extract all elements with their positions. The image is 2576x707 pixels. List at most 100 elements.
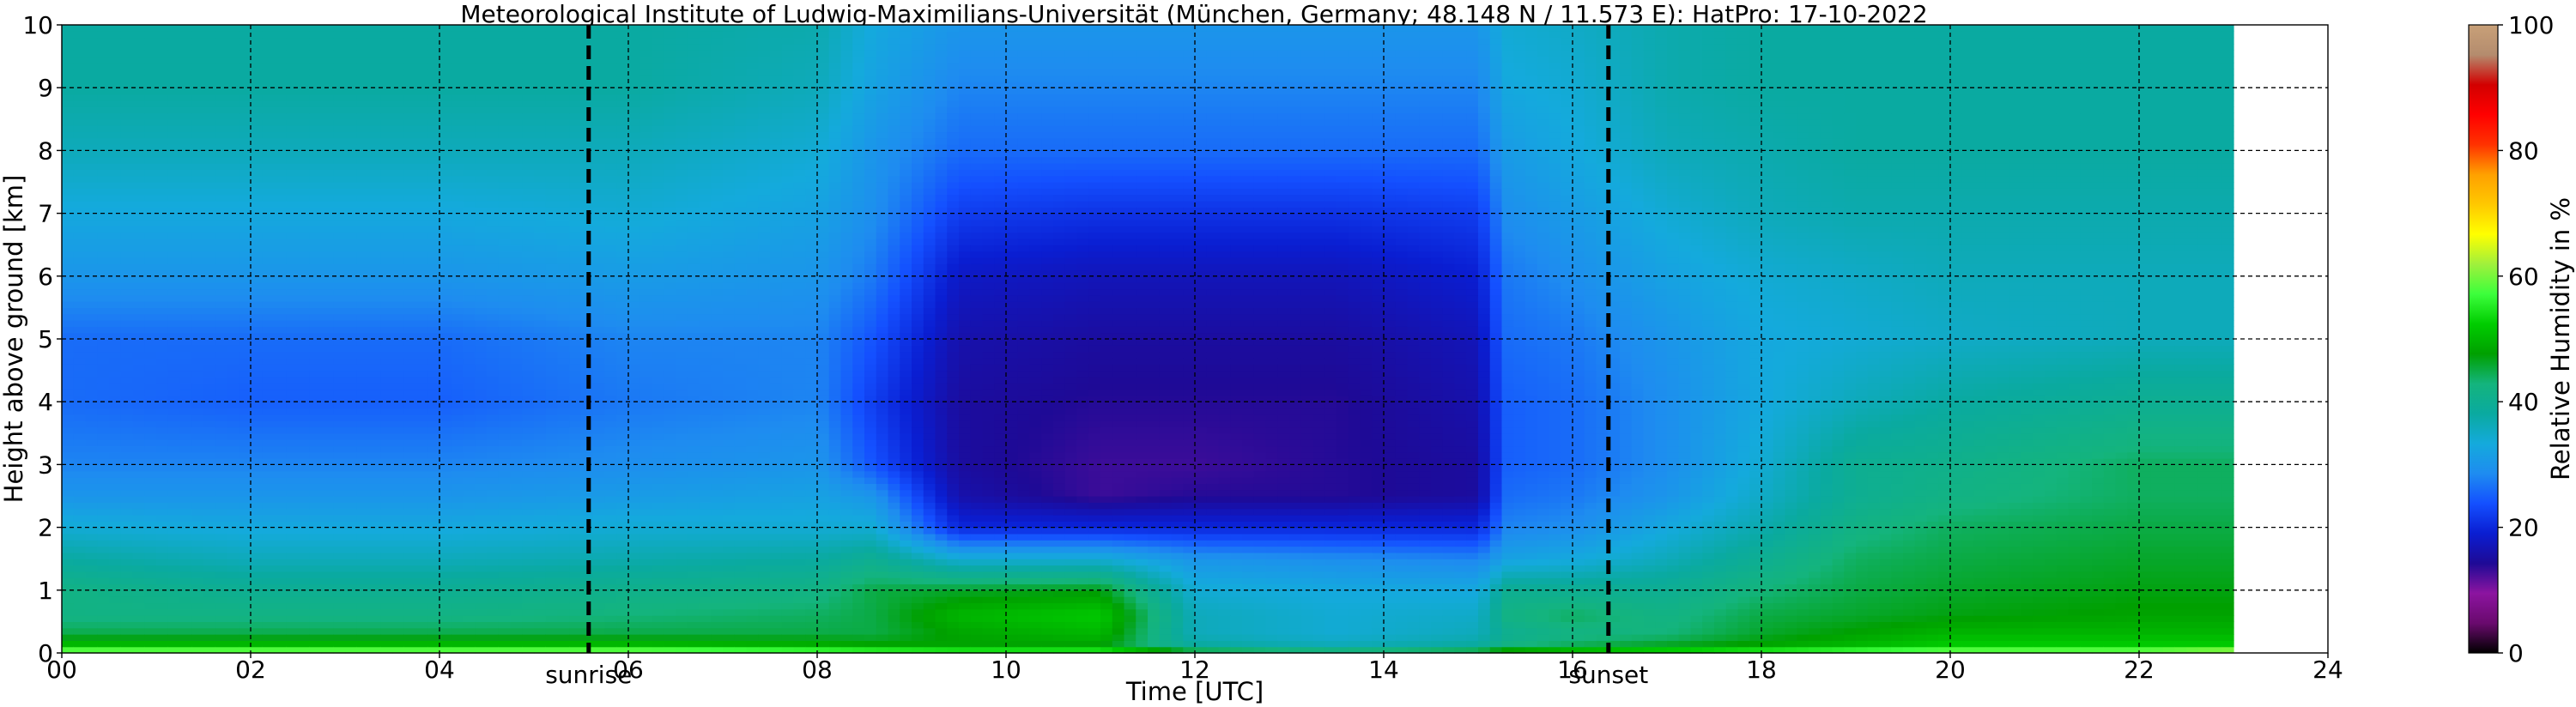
heatmap-cell [569, 81, 582, 88]
heatmap-cell [604, 470, 617, 478]
heatmap-cell [368, 313, 381, 321]
heatmap-cell [592, 263, 606, 271]
heatmap-cell [545, 389, 559, 396]
heatmap-cell [557, 414, 570, 421]
heatmap-cell [132, 470, 145, 478]
heatmap-cell [569, 345, 582, 353]
heatmap-cell [321, 458, 334, 465]
heatmap-cell [309, 156, 323, 164]
heatmap-cell [487, 25, 500, 32]
heatmap-cell [309, 144, 323, 151]
heatmap-cell [262, 634, 276, 641]
heatmap-cell [639, 489, 653, 497]
heatmap-cell [557, 144, 570, 151]
heatmap-cell [345, 112, 358, 120]
heatmap-cell [569, 646, 582, 654]
heatmap-cell [368, 182, 381, 189]
heatmap-cell [251, 245, 264, 252]
heatmap-cell [120, 439, 134, 447]
heatmap-cell [120, 370, 134, 378]
heatmap-cell [191, 477, 204, 484]
heatmap-cell [510, 627, 523, 635]
heatmap-cell [463, 313, 476, 321]
heatmap-cell [345, 571, 358, 578]
heatmap-cell [487, 326, 500, 334]
heatmap-cell [274, 169, 287, 177]
heatmap-cell [203, 182, 216, 189]
heatmap-cell [415, 232, 428, 239]
heatmap-cell [356, 432, 370, 440]
heatmap-cell [392, 219, 405, 227]
heatmap-cell [463, 213, 476, 221]
heatmap-cell [156, 288, 169, 296]
heatmap-cell [262, 25, 276, 32]
heatmap-cell [274, 112, 287, 120]
heatmap-cell [321, 163, 334, 170]
heatmap-cell [286, 118, 299, 126]
heatmap-cell [120, 357, 134, 365]
heatmap-cell [167, 313, 181, 321]
heatmap-cell [475, 533, 488, 541]
heatmap-cell [368, 200, 381, 208]
heatmap-cell [156, 364, 169, 372]
heatmap-cell [639, 351, 653, 359]
heatmap-cell [97, 112, 110, 120]
heatmap-cell [439, 144, 452, 151]
heatmap-cell [309, 94, 323, 101]
heatmap-cell [345, 508, 358, 516]
heatmap-cell [592, 514, 606, 522]
heatmap-cell [451, 156, 464, 164]
heatmap-cell [592, 56, 606, 63]
heatmap-cell [415, 251, 428, 258]
heatmap-cell [109, 451, 122, 459]
heatmap-cell [557, 282, 570, 290]
heatmap-cell [262, 451, 276, 459]
heatmap-cell [368, 489, 381, 497]
heatmap-cell [156, 200, 169, 208]
heatmap-cell [427, 376, 440, 384]
heatmap-cell [592, 94, 606, 101]
heatmap-cell [545, 320, 559, 327]
heatmap-cell [427, 307, 440, 315]
heatmap-cell [451, 552, 464, 559]
heatmap-cell [239, 213, 252, 221]
heatmap-cell [628, 320, 641, 327]
heatmap-cell [191, 213, 204, 221]
heatmap-cell [167, 332, 181, 340]
heatmap-cell [604, 294, 617, 302]
heatmap-cell [463, 81, 476, 88]
heatmap-cell [191, 364, 204, 372]
heatmap-cell [392, 602, 405, 610]
heatmap-cell [510, 420, 523, 428]
heatmap-cell [97, 502, 110, 510]
heatmap-cell [487, 56, 500, 63]
heatmap-cell [321, 245, 334, 252]
heatmap-cell [592, 408, 606, 415]
heatmap-cell [356, 508, 370, 516]
heatmap-cell [262, 426, 276, 434]
heatmap-cell [345, 552, 358, 559]
heatmap-cell [628, 163, 641, 170]
heatmap-cell [380, 320, 393, 327]
heatmap-cell [522, 565, 535, 572]
heatmap-cell [85, 320, 98, 327]
heatmap-cell [451, 634, 464, 641]
heatmap-cell [156, 137, 169, 145]
heatmap-cell [167, 31, 181, 39]
heatmap-cell [628, 621, 641, 629]
heatmap-cell [179, 458, 192, 465]
heatmap-cell [333, 188, 346, 196]
heatmap-cell [262, 370, 276, 378]
heatmap-cell [132, 131, 145, 139]
heatmap-cell [415, 370, 428, 378]
heatmap-cell [534, 125, 547, 133]
heatmap-cell [120, 31, 134, 39]
heatmap-cell [522, 364, 535, 372]
heatmap-cell [498, 376, 512, 384]
heatmap-cell [569, 408, 582, 415]
heatmap-cell [403, 25, 417, 32]
heatmap-cell [298, 646, 311, 654]
heatmap-cell [333, 37, 346, 45]
heatmap-cell [604, 559, 617, 566]
heatmap-cell [191, 527, 204, 535]
